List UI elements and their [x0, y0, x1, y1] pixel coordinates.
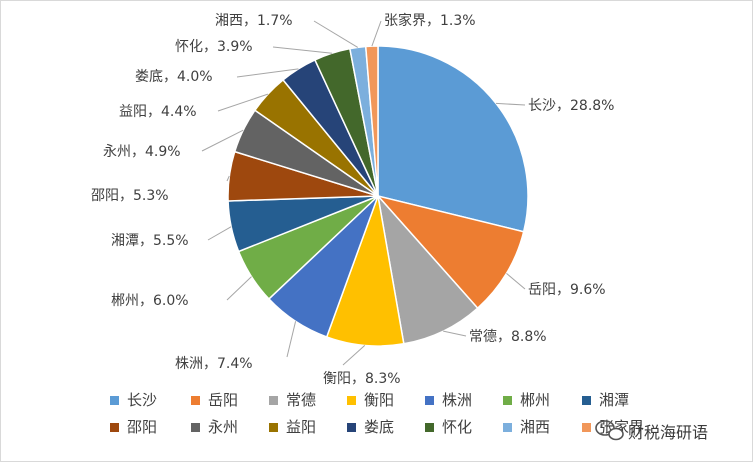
data-label-3: 常德，8.8% — [469, 329, 547, 345]
legend-item-11: 娄底 — [347, 418, 394, 436]
data-label-5: 株洲，7.4% — [175, 356, 253, 372]
legend-label: 永州 — [208, 418, 238, 436]
legend-item-9: 永州 — [191, 418, 238, 436]
pie-slice-1 — [377, 45, 529, 233]
legend-item-13: 湘西 — [503, 418, 550, 436]
data-label-7: 湘潭，5.5% — [111, 232, 189, 249]
leader-line-12 — [272, 46, 333, 54]
leader-line-14 — [371, 20, 382, 47]
legend-item-6: 郴州 — [503, 391, 550, 409]
legend-label: 长沙 — [127, 391, 157, 409]
legend-item-8: 邵阳 — [110, 418, 157, 436]
legend-item-2: 岳阳 — [191, 391, 238, 409]
wechat-bubble-icon — [595, 420, 624, 441]
leader-lines — [201, 20, 526, 366]
legend-label: 郴州 — [520, 391, 550, 409]
legend-swatch — [582, 423, 591, 432]
legend-swatch — [269, 396, 278, 405]
legend-label: 怀化 — [442, 418, 472, 436]
legend-swatch — [191, 423, 200, 432]
leader-line-13 — [313, 20, 359, 48]
data-label-11: 娄底，4.0% — [135, 69, 213, 85]
legend-swatch — [110, 396, 119, 405]
legend-label: 邵阳 — [127, 418, 157, 436]
watermark-text: 财税海研语 — [628, 423, 708, 442]
pie-slices — [227, 45, 529, 347]
leader-line-7 — [207, 226, 232, 241]
legend-item-7: 湘潭 — [582, 391, 629, 409]
data-labels: 长沙，28.8% 岳阳，9.6% 常德，8.8% 衡阳，8.3% 株洲，7.4% 郴州，6… — [91, 12, 614, 387]
legend-swatch — [269, 423, 278, 432]
pie-slice-3 — [376, 193, 479, 345]
legend-item-12: 怀化 — [425, 418, 472, 436]
legend-swatch — [503, 396, 512, 405]
legend-swatch — [347, 423, 356, 432]
leader-line-10 — [217, 93, 269, 112]
legend-swatch — [425, 423, 434, 432]
pie-slice-2 — [375, 194, 525, 310]
leader-line-5 — [286, 321, 297, 358]
legend-swatch — [110, 423, 119, 432]
data-label-14: 张家界，1.3% — [384, 12, 476, 29]
data-label-6: 郴州，6.0% — [111, 293, 189, 309]
leader-line-6 — [226, 276, 252, 301]
leader-line-9 — [201, 129, 244, 152]
legend-label: 株洲 — [442, 391, 472, 409]
legend-swatch — [347, 396, 356, 405]
legend-label: 岳阳 — [208, 391, 238, 409]
data-label-2: 岳阳，9.6% — [528, 282, 606, 298]
legend-item-10: 益阳 — [269, 418, 316, 436]
legend-item-5: 株洲 — [425, 391, 472, 409]
watermark: 财税海研语 — [595, 420, 708, 442]
legend-label: 常德 — [286, 391, 316, 409]
legend-item-3: 常德 — [269, 391, 316, 409]
legend-item-1: 长沙 — [110, 391, 157, 409]
leader-line-1 — [495, 102, 526, 106]
legend-item-4: 衡阳 — [347, 391, 394, 409]
legend-swatch — [503, 423, 512, 432]
data-label-13: 湘西，1.7% — [215, 13, 293, 29]
leader-line-2 — [506, 273, 526, 290]
data-label-9: 永州，4.9% — [103, 144, 181, 160]
leader-line-3 — [443, 330, 467, 337]
data-label-10: 益阳，4.4% — [119, 104, 197, 120]
data-label-8: 邵阳，5.3% — [91, 188, 169, 204]
data-label-4: 衡阳，8.3% — [323, 371, 401, 387]
legend-label: 娄底 — [364, 418, 394, 436]
legend-label: 益阳 — [286, 418, 316, 436]
legend-label: 衡阳 — [364, 391, 394, 409]
leader-line-8 — [226, 175, 230, 182]
legend-swatch — [425, 396, 434, 405]
legend-swatch — [582, 396, 591, 405]
pie-slice-14 — [364, 45, 379, 197]
data-label-12: 怀化，3.9% — [175, 39, 253, 55]
legend-swatch — [191, 396, 200, 405]
data-label-1: 长沙，28.8% — [528, 98, 614, 114]
legend-label: 湘潭 — [599, 391, 629, 409]
leader-line-11 — [236, 68, 299, 78]
legend-label: 湘西 — [520, 418, 550, 436]
leader-line-4 — [342, 345, 366, 366]
